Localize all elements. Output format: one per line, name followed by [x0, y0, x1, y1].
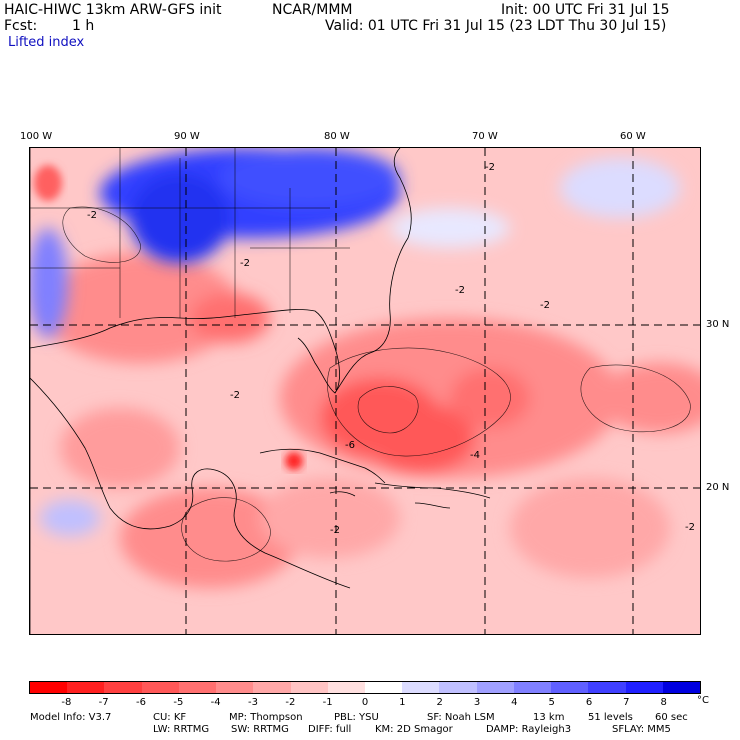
contour-label: -2 [455, 285, 465, 296]
valid-time: Valid: 01 UTC Fri 31 Jul 15 (23 LDT Thu … [325, 18, 667, 34]
init-time: Init: 00 UTC Fri 31 Jul 15 [501, 2, 670, 18]
colorbar-tick-label: 7 [623, 697, 630, 708]
colorbar-tick-label: 4 [511, 697, 518, 708]
colorbar-tick-label: -7 [98, 697, 109, 708]
contours [62, 206, 691, 562]
colorbar [29, 681, 701, 694]
diffusion-option: DIFF: full [308, 724, 352, 735]
storm-cell [285, 452, 303, 470]
surface-scheme: SF: Noah LSM [427, 712, 495, 723]
cumulus-scheme: CU: KF [153, 712, 187, 723]
contour-label: -6 [345, 440, 355, 451]
colorbar-cell [476, 682, 514, 693]
contour-label: -2 [540, 300, 550, 311]
longwave-scheme: LW: RRTMG [153, 724, 210, 735]
grid-spacing: 13 km [533, 712, 565, 723]
contour-label: -2 [87, 210, 97, 221]
km-option: KM: 2D Smagor [375, 724, 453, 735]
forecast-label: Fcst: [4, 18, 38, 34]
colorbar-cell [178, 682, 217, 693]
colorbar-tick-label: -5 [173, 697, 184, 708]
colorbar-cell [364, 682, 403, 693]
colorbar-tick-label: -8 [61, 697, 72, 708]
state-borders [30, 148, 350, 318]
map-svg: -2 -2 -2 -2 -2 -4 -6 -2 -2 -2 [30, 148, 700, 634]
colorbar-cell [216, 682, 254, 693]
colorbar-cell [439, 682, 477, 693]
colorbar-cell [551, 682, 589, 693]
colorbar-cell [327, 682, 365, 693]
contour-label: -2 [240, 258, 250, 269]
damping-option: DAMP: Rayleigh3 [486, 724, 572, 735]
colorbar-tick-label: -4 [210, 697, 221, 708]
colorbar-tick-label: 3 [473, 697, 481, 708]
time-step: 60 sec [655, 712, 688, 723]
pbl-scheme: PBL: YSU [334, 712, 379, 723]
colorbar-cell [588, 682, 626, 693]
colorbar-tick-label: -1 [322, 697, 333, 708]
contour-label: -4 [470, 450, 480, 461]
colorbar-tick-label: 8 [660, 697, 667, 708]
colorbar-tick-label: 5 [548, 697, 555, 708]
colorbar-tick-label: 2 [436, 697, 443, 708]
colorbar-cell [141, 682, 179, 693]
lon-label-100w: 100 W [20, 131, 53, 142]
colorbar-cell [290, 682, 328, 693]
colorbar-cell [625, 682, 663, 693]
lon-label-70w: 70 W [472, 131, 498, 142]
colorbar-tick-label: 1 [399, 697, 406, 708]
lat-label-30n: 30 N [706, 319, 730, 330]
lat-label-20n: 20 N [706, 482, 730, 493]
colorbar-tick-label: -6 [136, 697, 146, 708]
colorbar-tick-label: -2 [285, 697, 296, 708]
contour-label: -2 [330, 525, 340, 536]
contour-label: -2 [485, 162, 495, 173]
lon-label-90w: 90 W [174, 131, 200, 142]
shortwave-scheme: SW: RRTMG [231, 724, 289, 735]
lon-label-80w: 80 W [324, 131, 350, 142]
forecast-hour: 1 h [72, 18, 95, 34]
contour-label: -2 [230, 390, 240, 401]
unstable-regions [40, 253, 700, 588]
lon-label-60w: 60 W [620, 131, 646, 142]
contour-labels: -2 -2 -2 -2 -2 -4 -6 -2 -2 -2 [87, 162, 695, 536]
organization-label: NCAR/MMM [272, 2, 353, 18]
colorbar-cell [402, 682, 440, 693]
graticule [30, 148, 700, 634]
colorbar-tick-label: -3 [248, 697, 258, 708]
lifted-index-map: -2 -2 -2 -2 -2 -4 -6 -2 -2 -2 [29, 147, 701, 635]
colorbar-tick-label: 6 [585, 697, 593, 708]
colorbar-cell [513, 682, 552, 693]
vertical-levels: 51 levels [588, 712, 633, 723]
colorbar-cell [104, 682, 142, 693]
colorbar-cell [67, 682, 105, 693]
colorbar-unit: °C [697, 695, 709, 706]
colorbar-cell [253, 682, 291, 693]
surface-layer-option: SFLAY: MM5 [612, 724, 671, 735]
microphysics-scheme: MP: Thompson [229, 712, 303, 723]
contour-label: -2 [685, 522, 695, 533]
model-title: HAIC-HIWC 13km ARW-GFS init [4, 2, 222, 18]
model-info: Model Info: V3.7 [30, 712, 112, 723]
colorbar-cell [30, 682, 68, 693]
field-name: Lifted index [8, 35, 85, 50]
colorbar-tick-label: 0 [361, 697, 369, 708]
colorbar-cell [662, 682, 700, 693]
warm-spot [34, 165, 62, 201]
